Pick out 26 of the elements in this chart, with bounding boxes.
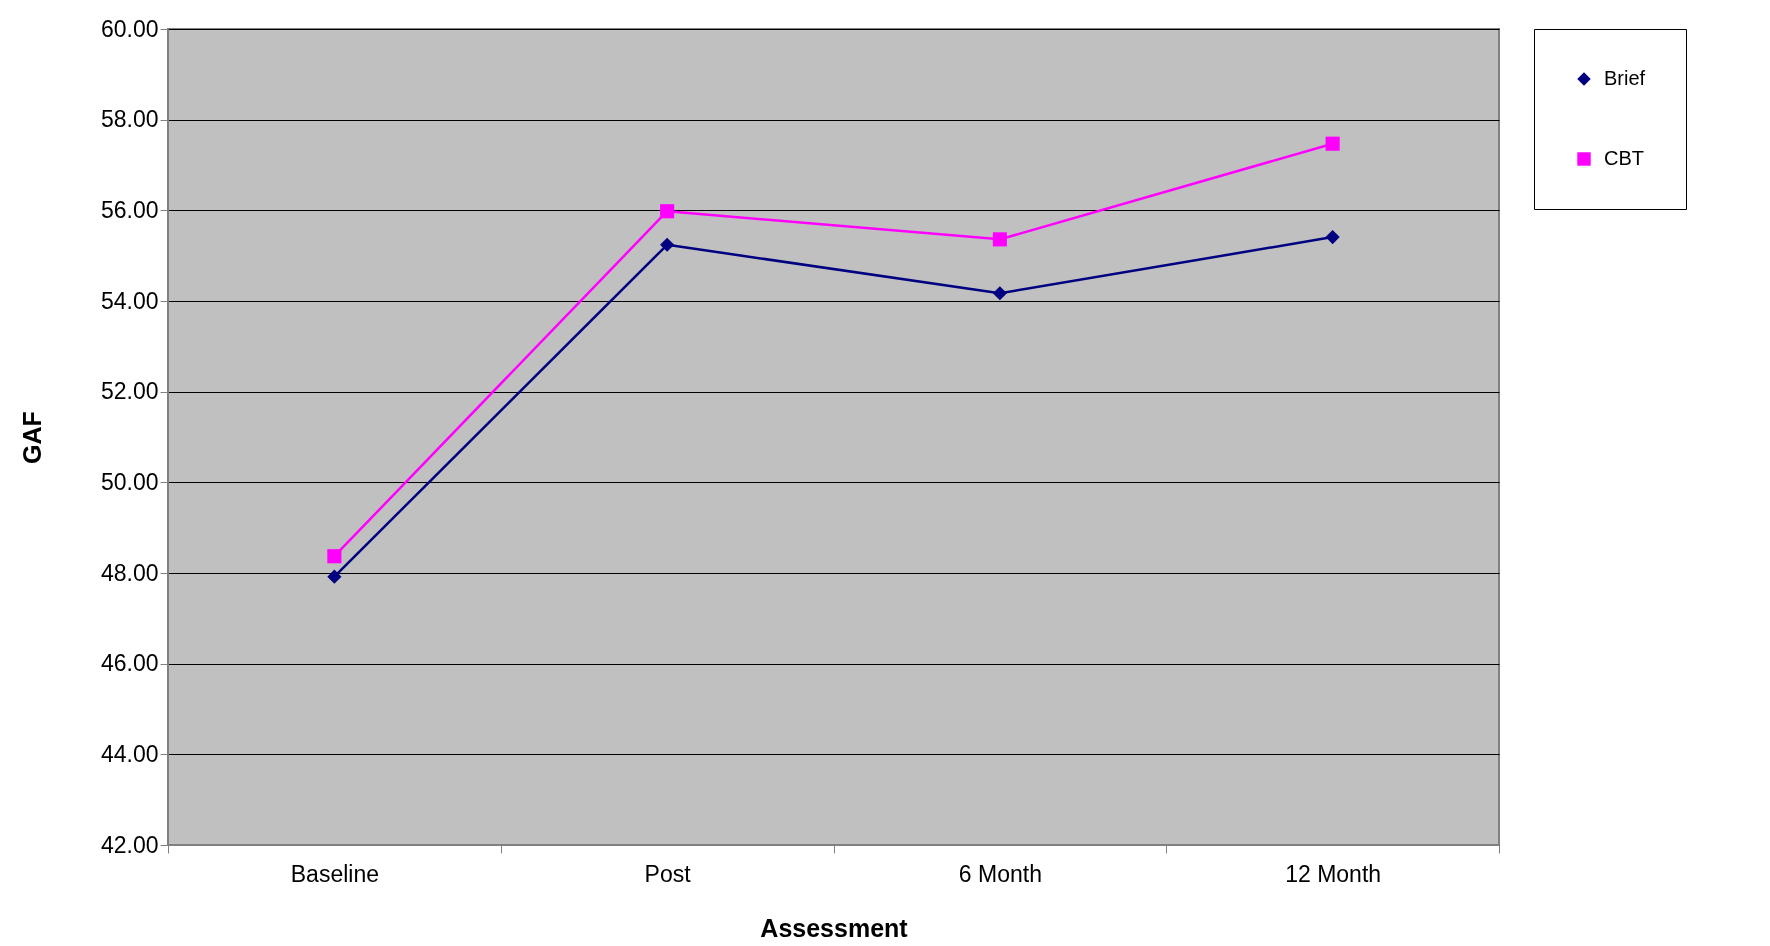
point <box>992 286 1007 301</box>
point <box>327 549 342 564</box>
y-tick-label: 44.00 <box>100 740 159 767</box>
y-tick-label: 48.00 <box>100 559 159 586</box>
point <box>1325 230 1340 245</box>
x-tick-label: Baseline <box>290 860 379 887</box>
point <box>327 569 342 584</box>
y-tick-label: 42.00 <box>100 831 159 858</box>
x-tick-label: 12 Month <box>1285 860 1382 887</box>
point <box>992 232 1007 247</box>
point <box>660 204 675 219</box>
legend-label: CBT <box>1604 147 1644 169</box>
y-tick-label: 50.00 <box>100 468 159 495</box>
y-tick-label: 58.00 <box>100 106 159 133</box>
x-tick-label: 6 Month <box>958 860 1042 887</box>
y-tick-label: 54.00 <box>100 287 159 314</box>
y-tick-label: 52.00 <box>100 378 159 405</box>
x-axis-title: Assessment <box>760 913 909 942</box>
point <box>1325 136 1340 151</box>
y-tick-label: 56.00 <box>100 196 159 223</box>
y-tick-label: 60.00 <box>100 15 159 42</box>
legend-label: Brief <box>1604 67 1646 89</box>
point <box>660 237 675 252</box>
y-axis-title: GAF <box>17 411 46 464</box>
y-tick-label: 46.00 <box>100 650 159 677</box>
x-tick-label: Post <box>644 860 692 887</box>
